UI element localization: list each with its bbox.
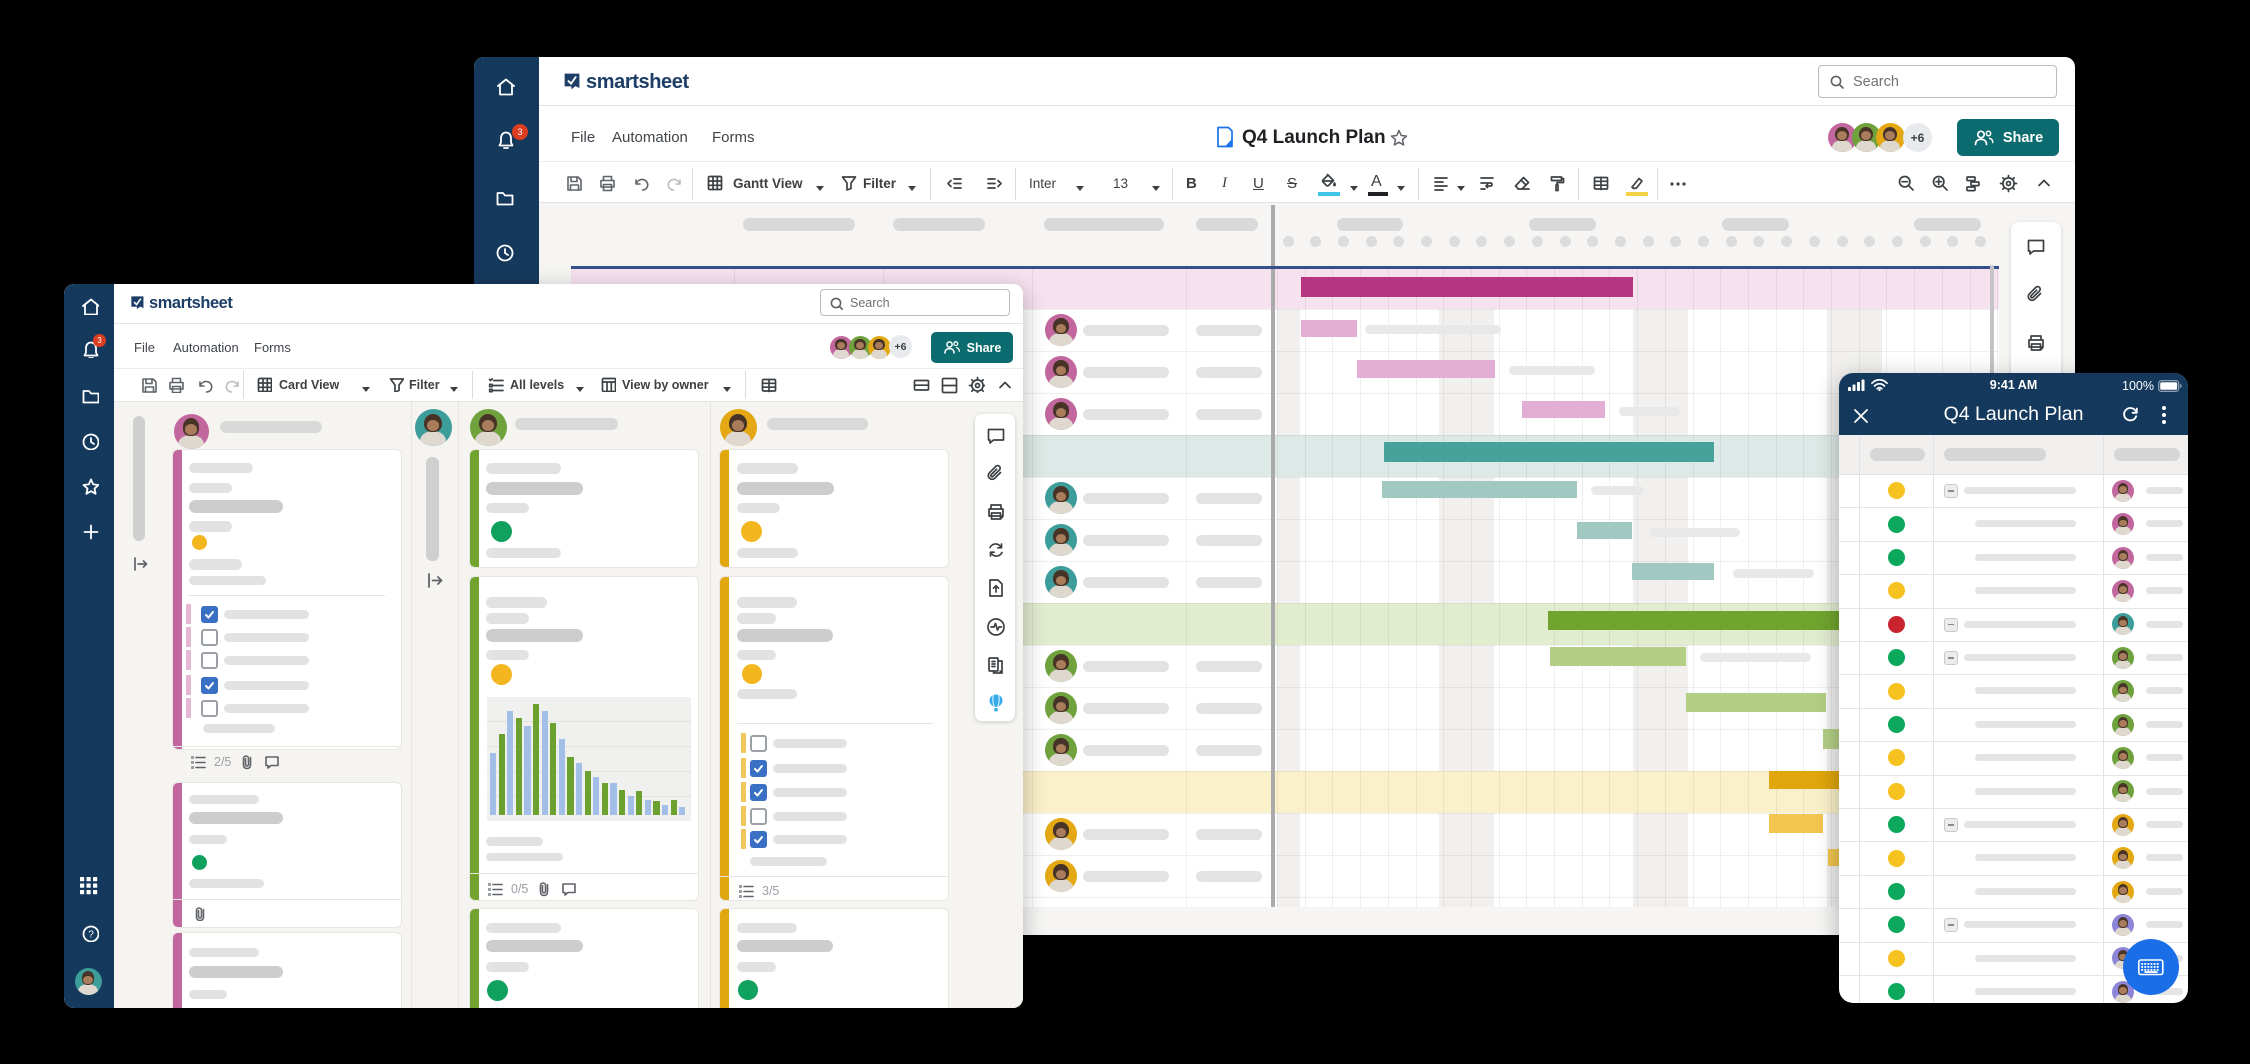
svg-text:?: ?: [88, 929, 94, 940]
